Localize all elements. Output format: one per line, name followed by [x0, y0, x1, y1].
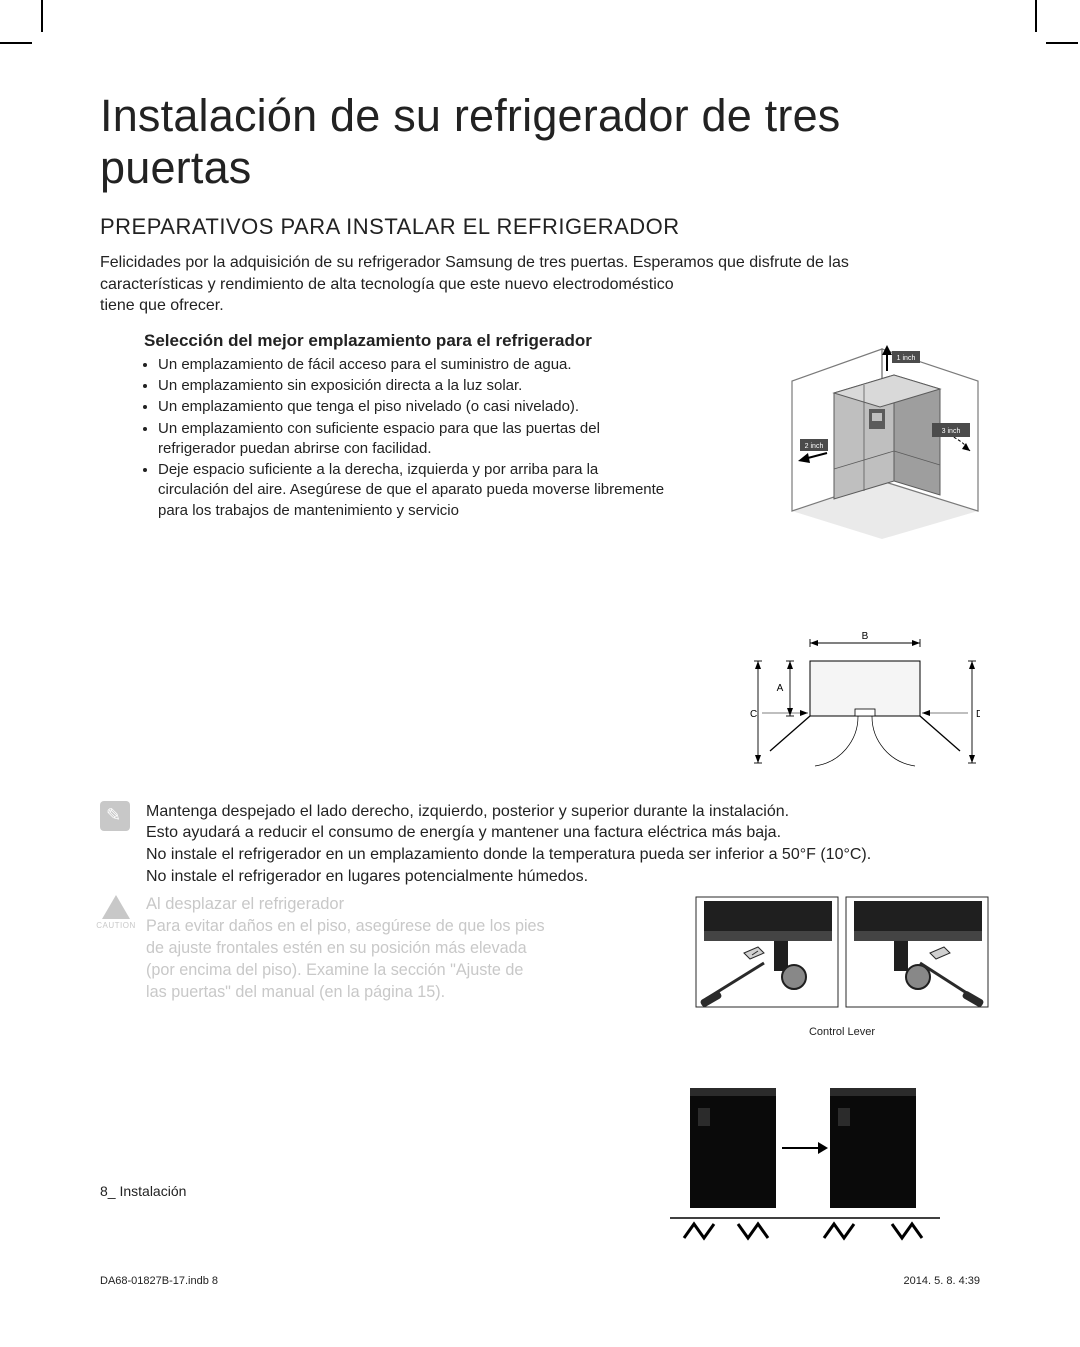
caution-icon-column: CAUTION	[100, 895, 132, 1038]
note-text: Mantenga despejado el lado derecho, izqu…	[146, 801, 871, 887]
note-line: Esto ayudará a reducir el consumo de ene…	[146, 822, 871, 844]
page-number-label: 8_ Instalación	[100, 1183, 186, 1199]
note-icon	[100, 801, 130, 831]
dim-label-a: A	[777, 683, 784, 694]
dim-label-b: B	[862, 631, 869, 642]
crop-mark	[41, 0, 43, 32]
top-clearance-label: 1 inch	[897, 355, 916, 362]
page-title: Instalación de su refrigerador de tres p…	[100, 90, 980, 194]
page-content: Instalación de su refrigerador de tres p…	[100, 90, 980, 1248]
caution-block: CAUTION Al desplazar el refrigerador Par…	[100, 895, 980, 1038]
intro-line: características y rendimiento de alta te…	[100, 274, 980, 296]
dim-label-c: C	[750, 709, 757, 720]
section-heading: PREPARATIVOS PARA INSTALAR EL REFRIGERAD…	[100, 214, 980, 240]
dim-label-d: D	[976, 709, 980, 720]
intro-line: Felicidades por la adquisición de su ref…	[100, 252, 980, 274]
note-line: Mantenga despejado el lado derecho, izqu…	[146, 801, 871, 823]
fig4-wrap	[100, 1068, 940, 1248]
subheading: Selección del mejor emplazamiento para e…	[144, 331, 672, 351]
list-item: Un emplazamiento que tenga el piso nivel…	[158, 397, 672, 417]
fig3-caption: Control Lever	[694, 1026, 990, 1038]
document-page: Instalación de su refrigerador de tres p…	[0, 0, 1080, 1347]
footer-filename: DA68-01827B-17.indb 8	[100, 1275, 218, 1287]
fig3-wrap: Control Lever	[694, 895, 990, 1038]
placement-row: Selección del mejor emplazamiento para e…	[100, 331, 980, 539]
left-clearance-label: 2 inch	[805, 443, 824, 450]
crop-mark	[1035, 0, 1037, 32]
note-block: Mantenga despejado el lado derecho, izqu…	[100, 801, 980, 887]
note-line: No instale el refrigerador en lugares po…	[146, 866, 871, 888]
caution-label: CAUTION	[96, 921, 136, 930]
intro-line: tiene que ofrecer.	[100, 295, 980, 317]
clearance-diagram: 1 inch 2 inch 3 inch	[782, 331, 980, 539]
list-item: Un emplazamiento de fácil acceso para el…	[158, 355, 672, 375]
placement-text: Selección del mejor emplazamiento para e…	[100, 331, 672, 539]
crop-mark	[0, 42, 32, 44]
list-item: Deje espacio suficiente a la derecha, iz…	[158, 460, 672, 521]
caution-heading: Al desplazar el refrigerador	[146, 895, 546, 914]
crop-mark	[1046, 42, 1078, 44]
intro-paragraph: Felicidades por la adquisición de su ref…	[100, 252, 980, 317]
control-lever-diagram	[694, 895, 990, 1015]
bullet-list: Un emplazamiento de fácil acceso para el…	[144, 355, 672, 521]
caution-body: Para evitar daños en el piso, asegúrese …	[146, 916, 546, 1003]
topview-wrap: B A C	[100, 601, 980, 771]
list-item: Un emplazamiento sin exposición directa …	[158, 376, 672, 396]
footer-timestamp: 2014. 5. 8. 4:39	[904, 1275, 980, 1287]
topview-diagram: B A C	[750, 601, 980, 771]
move-diagram	[670, 1068, 940, 1248]
caution-text: Al desplazar el refrigerador Para evitar…	[146, 895, 546, 1038]
right-clearance-label: 3 inch	[942, 428, 961, 435]
note-line: No instale el refrigerador en un emplaza…	[146, 844, 871, 866]
caution-icon	[102, 895, 130, 919]
list-item: Un emplazamiento con suficiente espacio …	[158, 419, 672, 460]
